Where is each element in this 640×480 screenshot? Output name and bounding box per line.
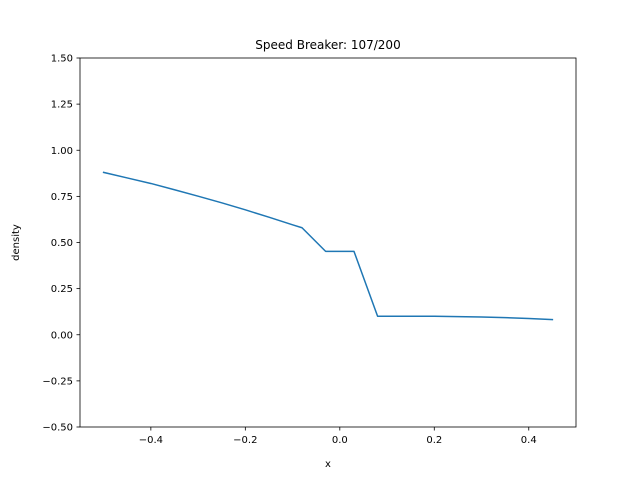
y-tick-label: 0.25 bbox=[51, 284, 73, 295]
y-tick-label: −0.50 bbox=[42, 423, 73, 434]
y-tick-label: 1.50 bbox=[51, 54, 73, 65]
x-tick-label: −0.2 bbox=[233, 435, 257, 446]
ticks-layer: −0.4 −0.2 0.0 0.2 0.4 −0.50 −0.25 0.00 0.25 0.50 0… bbox=[42, 54, 536, 447]
y-tick-label: 1.00 bbox=[51, 146, 73, 157]
y-axis-label: density bbox=[11, 224, 22, 261]
series-layer bbox=[102, 171, 554, 321]
x-tick-label: −0.4 bbox=[139, 435, 163, 446]
x-tick-label: 0.2 bbox=[426, 435, 442, 446]
y-tick-label: 1.25 bbox=[51, 100, 73, 111]
x-axis-label: x bbox=[325, 459, 331, 470]
y-tick-label: 0.00 bbox=[51, 330, 73, 341]
plot-frame bbox=[79, 57, 577, 428]
x-tick-label: 0.4 bbox=[521, 435, 537, 446]
x-tick-label: 0.0 bbox=[332, 435, 348, 446]
chart-title: Speed Breaker: 107/200 bbox=[255, 38, 400, 52]
y-tick-label: −0.25 bbox=[42, 376, 73, 387]
y-tick-label: 0.50 bbox=[51, 238, 73, 249]
y-tick-label: 0.75 bbox=[51, 192, 73, 203]
density-series-line bbox=[102, 171, 554, 321]
